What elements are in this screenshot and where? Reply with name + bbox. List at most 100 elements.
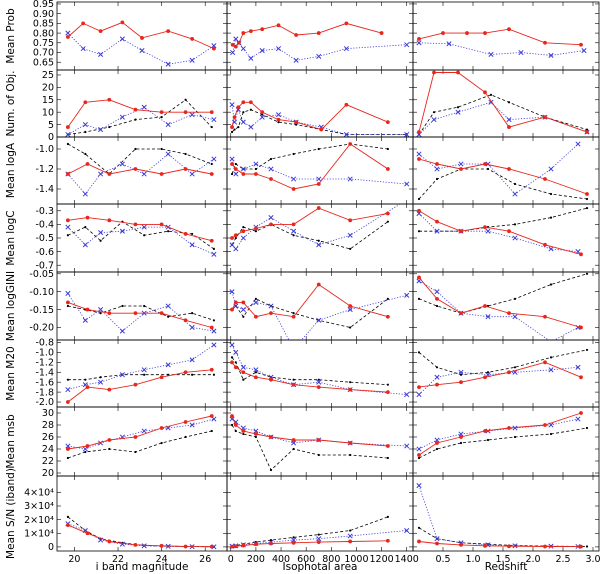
data-point-black [254, 371, 258, 374]
data-point-red [133, 222, 138, 227]
data-point-black [233, 128, 236, 131]
y-tick-label: -1.2 [35, 358, 54, 369]
y-axis-label: Mean logGINI [5, 271, 17, 341]
y-tick-label: -1.4 [35, 367, 54, 378]
data-point-red [183, 420, 188, 424]
panel-frame [56, 1, 228, 71]
data-point-red [269, 311, 273, 316]
x-tick-label: 0 [228, 554, 234, 565]
y-axis-label: Mean S/N (iband) [5, 468, 17, 559]
panel-r6-c2 [412, 406, 600, 477]
data-point-red [291, 187, 296, 191]
data-point-blue [119, 372, 125, 378]
series-black-line [231, 143, 388, 175]
panel-frame [56, 406, 228, 477]
data-point-red [183, 232, 188, 236]
data-point-black [277, 121, 280, 124]
data-point-black [261, 113, 264, 116]
data-point-red [316, 385, 321, 390]
data-point-blue [434, 166, 440, 172]
data-point-blue [416, 40, 422, 46]
y-tick-label: 5 [48, 120, 54, 131]
data-point-blue [141, 171, 147, 177]
data-point-black [242, 226, 245, 229]
data-point-red [316, 438, 321, 442]
data-point-black [292, 447, 295, 451]
series-blue-line [67, 226, 215, 255]
series-red-line [418, 361, 582, 388]
panel-r5-c0: -2.0-1.8-1.6-1.4-1.2-1.0-0.8 [35, 338, 228, 408]
x-tick-label: 600 [297, 554, 315, 565]
data-point-blue [268, 166, 274, 172]
data-point-red [507, 426, 511, 430]
data-point-red [316, 540, 321, 545]
data-point-black [249, 108, 252, 111]
panel-series [416, 27, 587, 58]
data-point-red [233, 300, 238, 305]
y-axis-label: Mean M20 [5, 346, 17, 400]
data-point-red [483, 304, 487, 308]
y-tick-label: -0.05 [29, 269, 54, 280]
data-point-red [543, 177, 547, 181]
series-red-line [418, 158, 588, 195]
data-point-red [385, 390, 390, 395]
data-point-red [183, 318, 188, 323]
data-point-blue [259, 48, 265, 54]
data-point-blue [165, 151, 171, 157]
data-point-red [483, 225, 487, 230]
data-point-blue [82, 242, 88, 248]
panel-frame [412, 1, 600, 71]
data-point-blue [253, 299, 259, 305]
data-point-black [230, 423, 234, 427]
data-point-red [459, 167, 463, 171]
data-point-red [241, 300, 246, 305]
data-point-black [230, 130, 234, 134]
y-tick-label: 28 [42, 420, 54, 431]
data-point-red [579, 544, 583, 549]
panel-series [416, 206, 589, 257]
data-point-red [159, 375, 164, 380]
data-point-red [294, 33, 299, 37]
data-point-black [349, 247, 352, 250]
data-point-black [549, 216, 553, 219]
x-axis-label: Redshift [485, 561, 528, 573]
x-tick-label: 0.5 [435, 554, 450, 565]
data-point-red [233, 365, 238, 370]
data-point-blue [211, 342, 217, 348]
x-tick-label: 2.5 [555, 554, 570, 565]
data-point-blue [446, 41, 452, 47]
data-point-black [585, 348, 589, 352]
data-point-red [233, 233, 238, 238]
data-point-black [456, 106, 460, 109]
panel-series [230, 21, 410, 63]
panel-frame [412, 406, 600, 477]
data-point-blue [141, 367, 147, 373]
data-point-black [435, 177, 439, 181]
data-point-blue [189, 357, 195, 363]
y-tick-label: 20 [42, 468, 54, 479]
data-point-red [441, 31, 445, 35]
y-tick-label: 0.75 [33, 38, 54, 49]
panel-series [65, 20, 217, 67]
data-point-red [543, 242, 547, 247]
y-tick-label: -0.10 [29, 287, 54, 298]
data-point-blue [189, 112, 195, 118]
data-point-blue [80, 46, 86, 52]
panel-series [229, 204, 401, 252]
data-point-red [316, 31, 321, 35]
data-point-blue [65, 30, 71, 36]
data-point-red [233, 544, 238, 549]
data-point-red [585, 192, 589, 196]
data-point-black [84, 226, 87, 229]
data-point-blue [347, 533, 353, 539]
series-blue-line [418, 42, 585, 56]
y-tick-label: -2.0 [35, 397, 54, 408]
data-point-blue [139, 48, 145, 54]
panel-r0-c1 [226, 1, 414, 71]
data-point-black [134, 147, 137, 151]
data-point-blue [82, 317, 88, 323]
panel-r1-c1 [226, 69, 414, 138]
data-point-blue [548, 166, 554, 172]
